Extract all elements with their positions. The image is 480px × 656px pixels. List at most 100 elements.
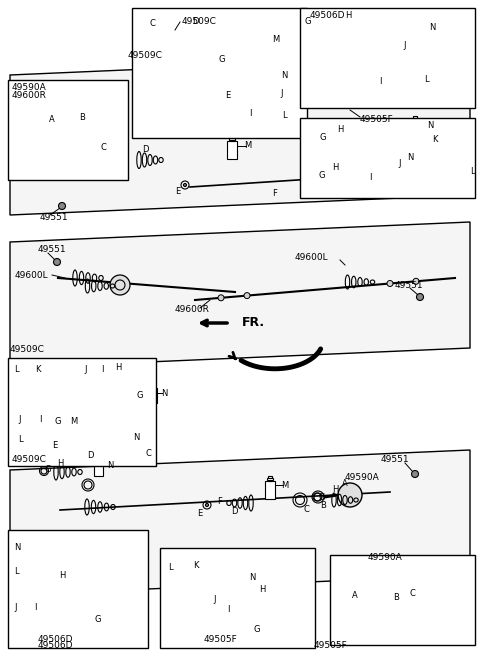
Text: N: N — [407, 152, 413, 161]
Bar — [80, 411, 88, 426]
Text: 49600L: 49600L — [15, 270, 48, 279]
Text: E: E — [197, 508, 203, 518]
Text: 49551: 49551 — [40, 213, 69, 222]
Bar — [121, 430, 127, 432]
Text: H: H — [259, 586, 265, 594]
Circle shape — [387, 281, 393, 287]
Text: 49590A: 49590A — [368, 554, 402, 562]
Text: I: I — [369, 173, 371, 182]
Text: H: H — [332, 485, 338, 495]
Bar — [230, 136, 234, 141]
Text: I: I — [39, 415, 41, 424]
Text: G: G — [320, 134, 326, 142]
Text: B: B — [79, 113, 85, 123]
Text: C: C — [409, 590, 415, 598]
Bar — [229, 138, 235, 140]
Text: A: A — [49, 115, 55, 125]
Text: K: K — [432, 136, 438, 144]
Text: L: L — [470, 167, 474, 176]
Circle shape — [205, 504, 208, 506]
Text: F: F — [217, 497, 222, 506]
Bar — [31, 375, 51, 385]
Text: H: H — [59, 571, 65, 579]
Bar — [51, 375, 63, 385]
Bar — [147, 388, 156, 403]
Circle shape — [218, 295, 224, 301]
Bar — [96, 455, 100, 461]
Circle shape — [53, 258, 60, 266]
Text: J: J — [15, 602, 17, 611]
Text: D: D — [87, 451, 93, 459]
Bar — [393, 148, 397, 153]
Bar — [23, 377, 31, 382]
Bar — [94, 461, 103, 476]
Text: 49506D: 49506D — [310, 12, 346, 20]
Bar — [413, 116, 417, 121]
Bar — [236, 567, 240, 572]
Text: 49590A: 49590A — [12, 83, 47, 92]
Bar — [265, 481, 275, 499]
Bar — [413, 16, 417, 21]
Bar — [176, 573, 184, 577]
Text: 49600L: 49600L — [295, 253, 329, 262]
Bar — [8, 358, 156, 466]
Bar — [203, 570, 215, 580]
Bar — [8, 80, 128, 180]
Bar — [390, 153, 400, 171]
Bar — [255, 32, 261, 34]
Text: 49551: 49551 — [381, 455, 409, 464]
Text: N: N — [107, 461, 113, 470]
Bar — [122, 428, 126, 433]
Bar — [267, 478, 273, 480]
Bar — [392, 150, 398, 152]
Bar — [17, 552, 26, 567]
Text: 49600R: 49600R — [175, 306, 210, 314]
Bar — [20, 548, 24, 552]
Circle shape — [183, 184, 187, 186]
Text: 49509C: 49509C — [10, 346, 45, 354]
Text: J: J — [404, 41, 406, 49]
Text: H: H — [337, 125, 343, 134]
Text: J: J — [399, 159, 401, 167]
Text: G: G — [55, 417, 61, 426]
Text: L: L — [14, 567, 18, 577]
Text: G: G — [219, 56, 225, 64]
Circle shape — [338, 483, 362, 507]
Bar — [330, 555, 475, 645]
Circle shape — [23, 118, 47, 142]
Bar — [268, 476, 272, 481]
Text: N: N — [14, 544, 20, 552]
Text: 49505F: 49505F — [360, 115, 394, 125]
Text: H: H — [115, 363, 121, 373]
Bar — [184, 570, 203, 580]
Text: K: K — [35, 365, 41, 375]
Bar — [150, 382, 154, 388]
Text: E: E — [175, 188, 180, 197]
Text: G: G — [137, 390, 143, 400]
Bar — [300, 118, 475, 198]
Text: G: G — [95, 615, 101, 625]
Text: H: H — [57, 459, 63, 468]
Bar — [81, 407, 87, 409]
Polygon shape — [10, 222, 470, 368]
Text: G: G — [254, 626, 260, 634]
Bar — [82, 405, 86, 411]
Bar — [252, 35, 264, 55]
Text: 49505F: 49505F — [203, 636, 237, 644]
Circle shape — [413, 278, 419, 284]
Bar — [19, 550, 25, 552]
Text: M: M — [272, 35, 280, 45]
Text: F: F — [273, 188, 277, 197]
Text: I: I — [34, 602, 36, 611]
Text: 49551: 49551 — [38, 245, 67, 255]
Bar — [267, 67, 273, 69]
Circle shape — [244, 293, 250, 298]
Text: M: M — [281, 480, 288, 489]
Circle shape — [60, 434, 63, 436]
Text: 49506D: 49506D — [37, 640, 73, 649]
Text: G: G — [319, 171, 325, 180]
Text: G: G — [305, 18, 311, 26]
Text: C: C — [100, 142, 106, 152]
Bar — [412, 118, 418, 120]
Text: 49551: 49551 — [395, 281, 424, 289]
